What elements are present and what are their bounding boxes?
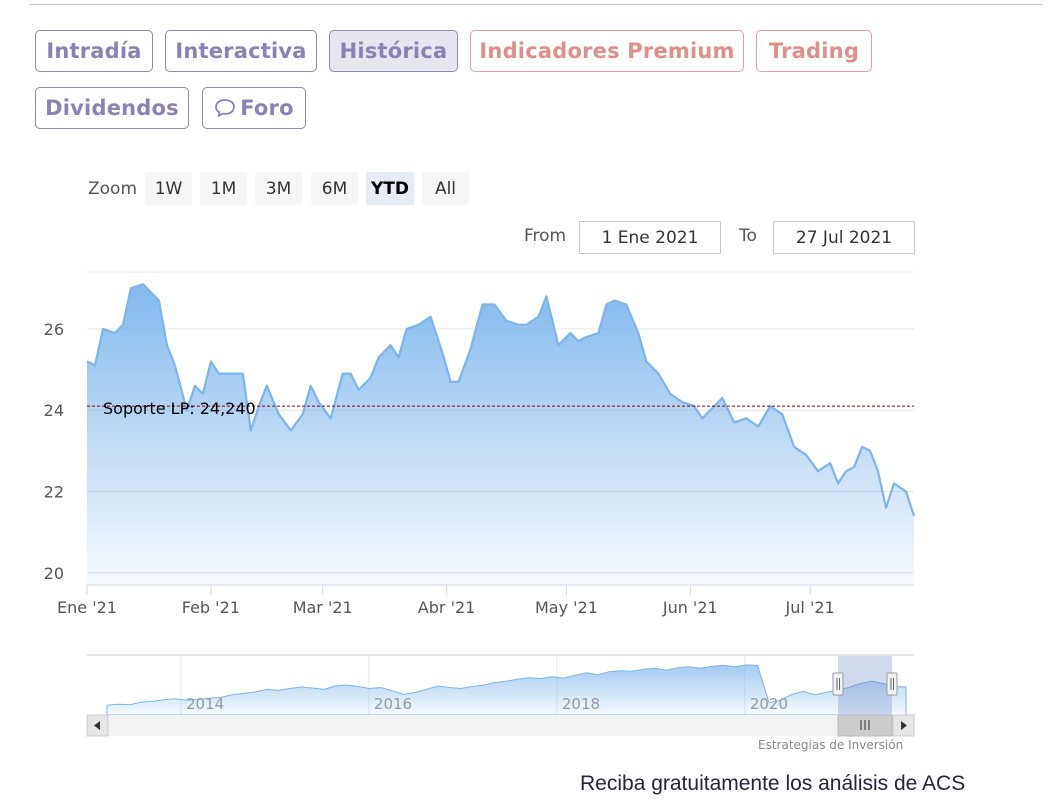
y-tick-label: 24 (44, 401, 64, 420)
y-tick-label: 22 (44, 483, 64, 502)
navigator-year-label: 2016 (374, 695, 412, 713)
left-handle[interactable] (832, 672, 844, 696)
navigator-selection[interactable] (838, 656, 892, 715)
tab-dividendos[interactable]: Dividendos (35, 87, 189, 129)
navigator-year-label: 2014 (186, 695, 224, 713)
tab-historica[interactable]: Histórica (329, 30, 458, 72)
zoom-1m-button[interactable]: 1M (200, 172, 247, 205)
navigator-year-label: 2018 (562, 695, 600, 713)
x-tick-label: Feb '21 (182, 598, 240, 617)
price-area (87, 284, 914, 585)
arrow-right-icon (901, 721, 907, 730)
y-axis-ticks: 20 22 24 26 (44, 320, 64, 583)
zoom-3m-button[interactable]: 3M (255, 172, 302, 205)
tab-indicadores-premium[interactable]: Indicadores Premium (470, 30, 744, 72)
support-label: Soporte LP: 24,240 (103, 399, 256, 418)
cta-text: Reciba gratuitamente los análisis de ACS (580, 772, 966, 795)
top-divider (30, 4, 1042, 5)
tab-label: Histórica (339, 39, 448, 63)
arrow-left-icon (94, 721, 100, 730)
x-tick-label: May '21 (535, 598, 598, 617)
zoom-6m-button[interactable]: 6M (311, 172, 358, 205)
zoom-1w-button[interactable]: 1W (145, 172, 192, 205)
chat-bubble-icon (215, 99, 236, 117)
price-line (86, 283, 916, 517)
to-date-input[interactable]: 27 Jul 2021 (773, 221, 915, 254)
navigator-year-label: 2020 (750, 695, 788, 713)
chart-credit[interactable]: Estrategias de Inversión (758, 738, 904, 752)
tab-intradia[interactable]: Intradía (35, 30, 153, 72)
zoom-ytd-button[interactable]: YTD (366, 172, 414, 205)
tab-label: Interactiva (175, 39, 307, 63)
tab-label: Foro (240, 96, 294, 120)
tab-label: Indicadores Premium (479, 39, 735, 63)
grip-icon (860, 720, 870, 730)
x-axis-ticks: Ene '21 Feb '21 Mar '21 Abr '21 May '21 Jun '… (57, 585, 835, 617)
right-handle[interactable] (886, 672, 898, 696)
from-label: From (524, 226, 567, 246)
navigator-area (106, 664, 907, 716)
x-tick-label: Abr '21 (418, 598, 476, 617)
zoom-label: Zoom (88, 179, 138, 199)
tab-trading[interactable]: Trading (756, 30, 872, 72)
y-tick-label: 20 (44, 564, 64, 583)
tab-label: Dividendos (45, 96, 179, 120)
tab-foro[interactable]: Foro (202, 87, 306, 129)
zoom-all-button[interactable]: All (422, 172, 469, 205)
navigator-labels: 2014 2016 2018 2020 (186, 695, 788, 713)
tab-label: Intradía (46, 39, 142, 63)
tab-label: Trading (768, 39, 860, 63)
to-label: To (739, 226, 757, 246)
x-tick-label: Ene '21 (57, 598, 117, 617)
x-tick-label: Jun '21 (662, 598, 718, 617)
x-tick-label: Mar '21 (293, 598, 353, 617)
scrollbar-track[interactable] (87, 715, 914, 736)
from-date-input[interactable]: 1 Ene 2021 (579, 221, 721, 254)
tab-interactiva[interactable]: Interactiva (165, 30, 317, 72)
x-tick-label: Jul '21 (785, 598, 835, 617)
y-tick-label: 26 (44, 320, 64, 339)
